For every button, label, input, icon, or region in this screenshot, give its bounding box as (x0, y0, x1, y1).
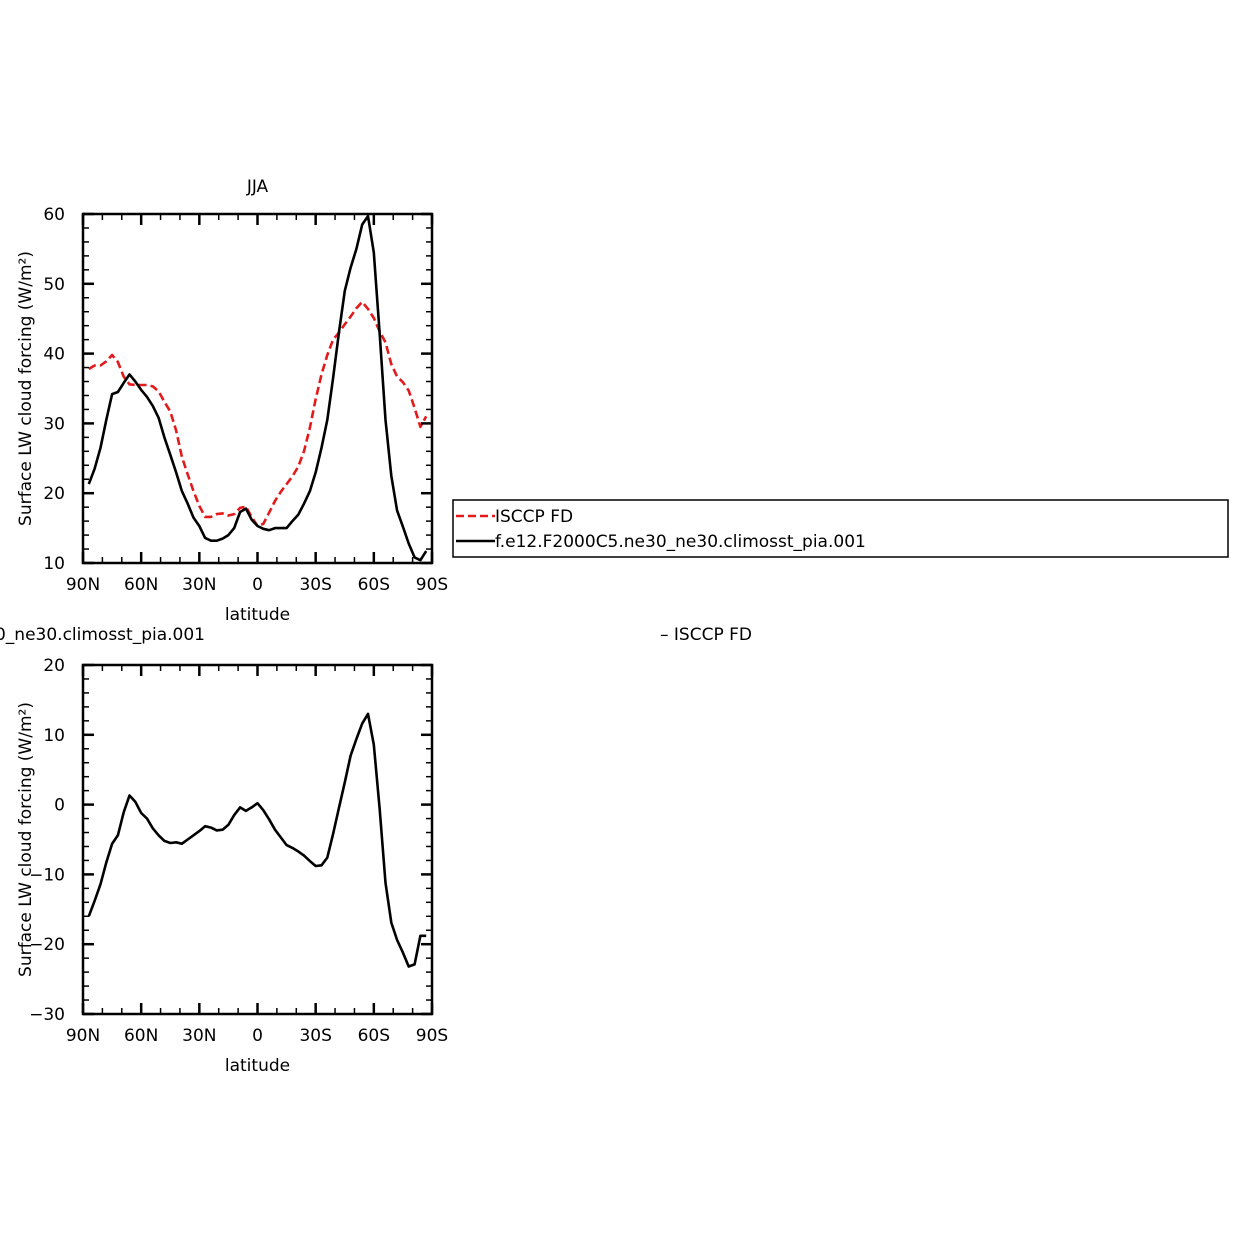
y-axis-label: Surface LW cloud forcing (W/m²) (16, 702, 36, 977)
y-tick-label: 0 (54, 796, 65, 816)
y-tick-label: 60 (43, 205, 65, 225)
x-tick-label: 90S (416, 575, 448, 595)
x-tick-label: 60N (124, 575, 158, 595)
y-tick-label: 10 (43, 726, 65, 746)
y-tick-label: 30 (43, 414, 65, 434)
y-tick-label: 20 (43, 484, 65, 504)
y-tick-label: 20 (43, 656, 65, 676)
x-axis-label: latitude (225, 1056, 290, 1076)
plot-frame (81, 212, 434, 565)
plot-frame (81, 663, 434, 1016)
x-tick-label: 90N (66, 1026, 100, 1046)
x-tick-label: 90S (416, 1026, 448, 1046)
x-tick-label: 0 (252, 575, 263, 595)
y-tick-label: −30 (29, 1005, 65, 1025)
x-tick-label: 90N (66, 575, 100, 595)
data-line (88, 300, 428, 528)
y-tick-label: 50 (43, 275, 65, 295)
x-tick-label: 60S (358, 1026, 390, 1046)
chart-title: f.e12.F2000C5.ne30_ne30.climosst_pia.001 (0, 625, 205, 645)
y-axis-label: Surface LW cloud forcing (W/m²) (16, 251, 36, 526)
y-tick-label: 10 (43, 554, 65, 574)
y-tick-label: −10 (29, 865, 65, 885)
legend-label: ISCCP FD (495, 507, 573, 527)
x-tick-label: 0 (252, 1026, 263, 1046)
legend-box (452, 499, 1229, 558)
x-axis-label: latitude (225, 605, 290, 625)
data-line (87, 712, 427, 968)
y-tick-label: 40 (43, 345, 65, 365)
x-tick-label: 60S (358, 575, 390, 595)
x-tick-label: 30S (299, 575, 331, 595)
x-tick-label: 30S (299, 1026, 331, 1046)
chart-title: JJA (246, 177, 269, 197)
x-tick-label: 30N (182, 1026, 216, 1046)
y-tick-label: −20 (29, 935, 65, 955)
chart-title-right: – ISCCP FD (660, 625, 752, 645)
x-tick-label: 60N (124, 1026, 158, 1046)
x-tick-label: 30N (182, 575, 216, 595)
data-line (87, 214, 428, 562)
legend-label: f.e12.F2000C5.ne30_ne30.climosst_pia.001 (495, 532, 866, 552)
